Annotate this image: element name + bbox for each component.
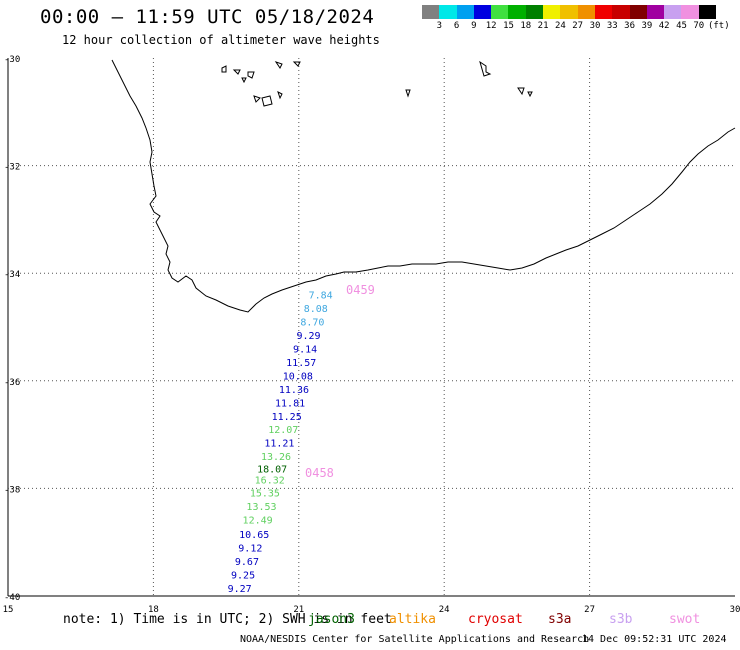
legend-label: 3	[436, 21, 443, 31]
legend-label: 70	[693, 21, 705, 31]
pass-label-0459: 0459	[346, 283, 375, 297]
legend-swatch	[646, 5, 665, 19]
swh-value: 16.32	[255, 475, 285, 486]
swh-value: 9.29	[296, 331, 320, 342]
swh-value: 12.49	[243, 516, 273, 527]
legend-label: 12	[485, 21, 497, 31]
legend-label: 39	[641, 21, 653, 31]
swh-value: 12.07	[268, 425, 298, 436]
swh-value: 10.65	[239, 530, 269, 541]
satellite-s3a: s3a	[548, 612, 572, 627]
legend-swatch	[681, 5, 699, 19]
lon-tick-label: 18	[148, 605, 159, 615]
footer-note: note: 1) Time is in UTC; 2) SWH is in fe…	[63, 612, 392, 627]
lat-tick-label: -32	[4, 163, 20, 173]
legend-swatch	[560, 5, 578, 19]
swh-value: 8.08	[304, 304, 328, 315]
swh-value: 9.12	[238, 544, 262, 555]
lat-tick-label: -40	[4, 593, 20, 603]
legend-swatch	[594, 5, 613, 19]
legend-swatch	[543, 5, 561, 19]
map-frame	[7, 58, 735, 597]
lat-tick-label: -38	[4, 485, 20, 495]
legend-label: 42	[658, 21, 670, 31]
legend-swatch	[508, 5, 526, 19]
swh-value: 11.36	[279, 385, 309, 396]
map-title: 00:00 – 11:59 UTC 05/18/2024	[40, 6, 375, 28]
legend-label: 36	[624, 21, 636, 31]
legend-swatch	[698, 5, 717, 19]
legend-label: 45	[676, 21, 687, 31]
altimeter-track: 7.84 8.08 8.70 9.29 9.14 11.57 10.08 11.36 11.81…	[228, 291, 333, 595]
swh-value: 11.81	[275, 398, 305, 409]
swh-value: 11.57	[286, 358, 316, 369]
map-subtitle: 12 hour collection of altimeter wave hei…	[62, 33, 380, 47]
satellite-altika: altika	[389, 612, 436, 627]
legend-swatch	[491, 5, 509, 19]
lon-tick-label: 30	[730, 605, 740, 615]
legend-label: 9	[471, 21, 477, 31]
satellite-jason3: jason3	[308, 612, 355, 627]
lat-tick-label: -30	[4, 55, 20, 65]
swh-value: 15.35	[250, 489, 280, 500]
credit-line: NOAA/NESDIS Center for Satellite Applica…	[240, 634, 590, 645]
lat-tick-label: -36	[4, 378, 20, 388]
swh-color-legend: 3 6 9 12 15 18 21 24 27 30 33 36 39 42 45 70 (ft)	[422, 5, 730, 33]
generated-timestamp: 14 Dec 09:52:31 UTC 2024	[582, 634, 727, 645]
legend-label: 18	[520, 21, 532, 31]
legend-label: 27	[572, 21, 584, 31]
lat-lon-grid: 15 18 21 24 27 30 -30 -32 -34 -36 -38 -40	[3, 55, 740, 615]
legend-swatch	[439, 5, 457, 19]
lat-tick-label: -34	[4, 270, 20, 280]
satellite-s3b: s3b	[609, 612, 633, 627]
swh-value: 13.26	[261, 452, 291, 463]
swh-value: 11.21	[264, 439, 294, 450]
legend-swatch	[473, 5, 492, 19]
legend-swatch	[612, 5, 630, 19]
legend-label: 24	[554, 21, 566, 31]
lon-tick-label: 27	[584, 605, 595, 615]
legend-swatches	[422, 5, 717, 19]
lon-tick-label: 15	[3, 605, 14, 615]
swh-value: 9.25	[231, 570, 255, 581]
legend-swatch	[422, 5, 440, 19]
coastline	[111, 59, 736, 313]
legend-label: 33	[606, 21, 618, 31]
legend-swatch	[629, 5, 647, 19]
pass-label-0458: 0458	[305, 466, 334, 480]
satellite-swot: swot	[669, 612, 701, 627]
satellite-cryosat: cryosat	[468, 612, 523, 627]
legend-label: 21	[537, 21, 549, 31]
legend-swatch	[664, 5, 682, 19]
legend-swatch	[456, 5, 474, 19]
legend-label: 6	[453, 21, 460, 31]
islands	[221, 60, 533, 107]
swh-value: 18.07	[257, 464, 287, 475]
swh-value: 8.70	[300, 318, 324, 329]
swh-value: 11.25	[272, 412, 302, 423]
lon-tick-label: 21	[293, 605, 304, 615]
swh-value: 9.14	[293, 345, 317, 356]
legend-label: 30	[589, 21, 601, 31]
swh-value: 9.27	[228, 584, 252, 595]
swh-value: 7.84	[309, 291, 333, 302]
legend-label: 15	[503, 21, 514, 31]
swh-value: 13.53	[246, 502, 276, 513]
swh-value: 10.08	[283, 371, 313, 382]
legend-unit: (ft)	[707, 21, 730, 31]
legend-swatch	[525, 5, 544, 19]
legend-labels: 3 6 9 12 15 18 21 24 27 30 33 36 39 42 45 70 (ft)	[422, 19, 730, 33]
swh-value: 9.67	[235, 557, 259, 568]
lon-tick-label: 24	[439, 605, 450, 615]
legend-swatch	[577, 5, 595, 19]
